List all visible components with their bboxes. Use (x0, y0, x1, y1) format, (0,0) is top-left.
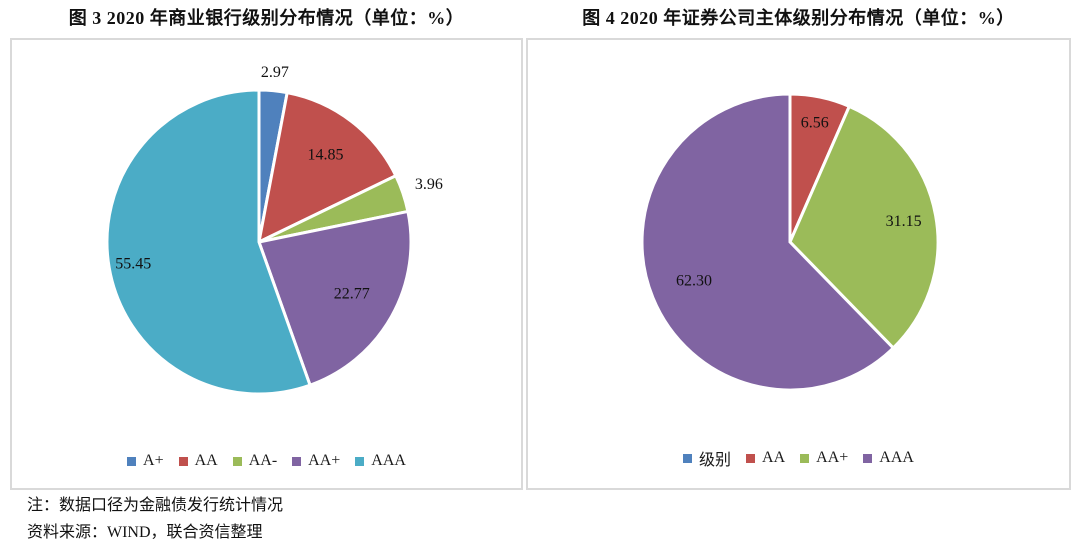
legend-swatch-icon (800, 453, 810, 463)
legend-swatch-icon (127, 456, 137, 466)
legend-item-AA+: AA+ (292, 452, 340, 470)
legend-swatch-icon (355, 456, 365, 466)
pie-value-label-AAA: 62.30 (676, 273, 712, 290)
pie-slice-AA+ (257, 209, 413, 388)
pie-value-label-AA: 6.56 (801, 115, 829, 132)
legend-swatch-icon (292, 456, 302, 466)
legend-item-AA+: AA+ (800, 449, 848, 467)
pie-slice-AA+ (788, 104, 940, 351)
figure3-panel: 2.97 14.85 3.96 22.77 55.45 A+ AA AA- AA+ AAA (10, 38, 523, 490)
legend-item-AA-: AA- (232, 452, 278, 470)
legend-label: AA (194, 452, 218, 469)
legend-label: 级别 (699, 452, 732, 469)
pie-value-label-AA-: 3.96 (415, 176, 443, 193)
legend-item-AA: AA (178, 452, 218, 470)
pie-slice-AA (256, 90, 398, 245)
pie-value-label-A+: 2.97 (261, 64, 289, 81)
legend-swatch-icon (232, 456, 242, 466)
legend-label: AA+ (816, 449, 849, 466)
figure4-title: 图 4 2020 年证券公司主体级别分布情况（单位：%） (582, 8, 1015, 28)
pie-value-label-AAA: 55.45 (115, 255, 151, 272)
legend-label: AAA (371, 452, 406, 469)
legend-label: AA (762, 449, 786, 466)
figure4-legend: 级别 AA AA+ AAA (528, 446, 1069, 470)
footnote-source: 资料来源：WIND，联合资信整理 (27, 524, 263, 541)
legend-item-AA: AA (746, 449, 785, 467)
figure4-pie-chart: 6.56 31.15 62.30 (640, 92, 940, 392)
legend-swatch-icon (746, 453, 756, 463)
legend-swatch-icon (683, 453, 693, 463)
figure3-pie-chart: 2.97 14.85 3.96 22.77 55.45 (105, 64, 443, 396)
legend-swatch-icon (863, 453, 873, 463)
footnotes: 注：数据口径为金融债发行统计情况 资料来源：WIND，联合资信整理 (27, 492, 283, 546)
figure4-panel: 6.56 31.15 62.30 级别 AA AA+ AAA (526, 38, 1071, 490)
figure3-title: 图 3 2020 年商业银行级别分布情况（单位：%） (68, 8, 465, 28)
legend-item-AAA: AAA (355, 452, 406, 470)
legend-item-级别: 级别 (683, 446, 731, 470)
legend-item-AAA: AAA (863, 449, 914, 467)
pie-slice-AAA (640, 92, 896, 392)
legend-label: AA- (248, 452, 278, 469)
legend-label: AAA (879, 449, 914, 466)
footnote-scope: 注：数据口径为金融债发行统计情况 (27, 497, 284, 514)
legend-swatch-icon (178, 456, 188, 466)
figure3-legend: A+ AA AA- AA+ AAA (12, 452, 521, 470)
pie-value-label-AA+: 22.77 (334, 286, 370, 303)
legend-label: AA+ (308, 452, 341, 469)
pie-value-label-AA: 14.85 (308, 147, 344, 164)
legend-label: A+ (143, 452, 164, 469)
pie-slice-AAA (105, 88, 312, 396)
legend-item-A+: A+ (127, 452, 164, 470)
pie-value-label-AA+: 31.15 (886, 213, 922, 230)
